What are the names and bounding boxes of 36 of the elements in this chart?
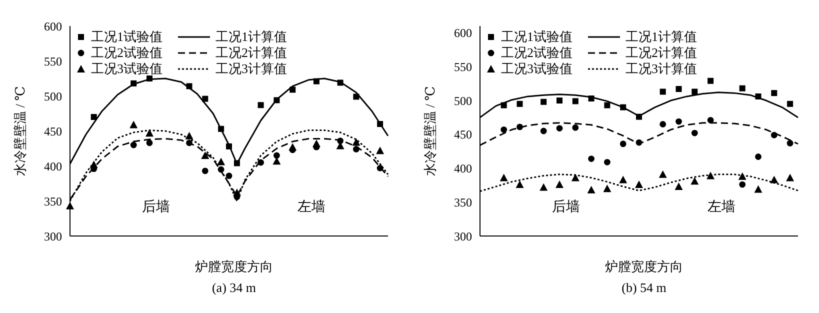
legend-label: 工况1计算值 (626, 29, 697, 45)
legend-label: 工况2试验值 (501, 45, 572, 61)
legend-label: 工况1计算值 (216, 29, 287, 45)
y-tick-label: 550 (454, 60, 472, 74)
legend-label: 工况1试验值 (501, 29, 572, 45)
y-axis-title: 水冷壁壁温 / ℃ (422, 86, 438, 176)
y-axis-title: 水冷壁壁温 / ℃ (12, 86, 28, 176)
annotation: 后墙 (142, 198, 170, 216)
legend-label: 工况3试验值 (91, 61, 162, 77)
y-tick-label: 350 (44, 194, 62, 208)
y-tick-label: 300 (454, 229, 472, 244)
legend-label: 工况2计算值 (626, 45, 697, 61)
x-axis-title: 炉膛宽度方向 (194, 258, 274, 276)
y-tick-label: 550 (44, 54, 62, 68)
y-tick-label: 450 (44, 124, 62, 138)
y-tick-label: 400 (454, 162, 472, 176)
legend-label: 工况2试验值 (91, 45, 162, 61)
legend-label: 工况3计算值 (626, 61, 697, 77)
annotation: 左墙 (298, 198, 326, 216)
legend-label: 工况3试验值 (501, 61, 572, 77)
y-tick-label: 300 (44, 229, 62, 244)
text: (a) 34 m (210, 280, 258, 296)
legend-label: 工况2计算值 (216, 45, 287, 61)
y-tick-label: 350 (454, 195, 472, 210)
y-tick-label: 500 (44, 89, 62, 104)
annotation: 后墙 (552, 198, 580, 216)
y-tick-label: 600 (454, 26, 472, 40)
y-tick-label: 500 (454, 94, 472, 108)
legend-label: 工况3计算值 (216, 61, 287, 77)
y-tick-label: 400 (44, 159, 62, 174)
text: (b) 54 m (620, 280, 668, 296)
annotation: 左墙 (708, 198, 736, 216)
legend-label: 工况1试验值 (91, 29, 162, 45)
y-tick-label: 600 (44, 19, 62, 34)
y-tick-label: 450 (454, 128, 472, 142)
x-axis-title: 炉膛宽度方向 (604, 258, 684, 276)
